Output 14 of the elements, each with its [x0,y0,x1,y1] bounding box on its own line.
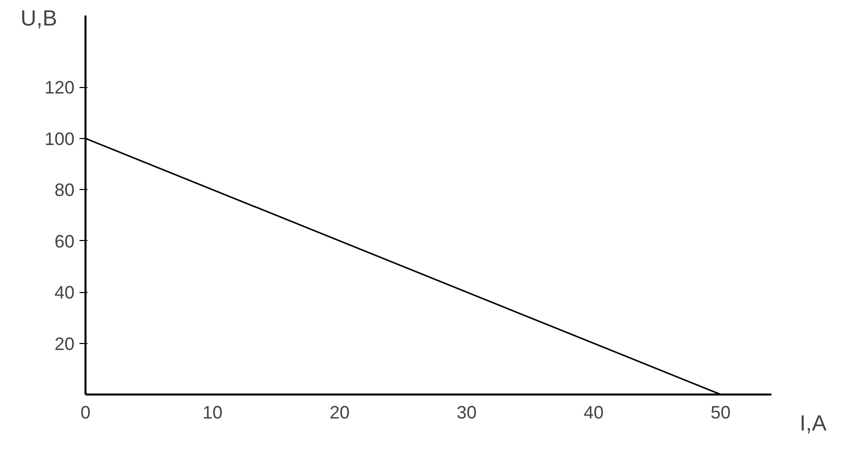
x-tick-label: 20 [330,402,350,422]
x-tick-label: 40 [584,402,604,422]
y-tick-label: 100 [44,128,75,149]
x-tick-label: 50 [710,402,731,422]
x-tick-label: 30 [456,402,477,422]
x-tick-label: 10 [202,402,223,422]
y-tick-label: 60 [54,231,75,252]
y-tick-label: 20 [54,334,75,354]
x-axis-title: I,A [800,410,827,436]
y-tick-label: 40 [54,282,75,303]
y-tick-label: 120 [44,78,75,98]
y-tick-label: 80 [54,180,75,200]
y-axis-title: U,B [20,6,58,30]
x-tick-label: 0 [80,402,91,422]
